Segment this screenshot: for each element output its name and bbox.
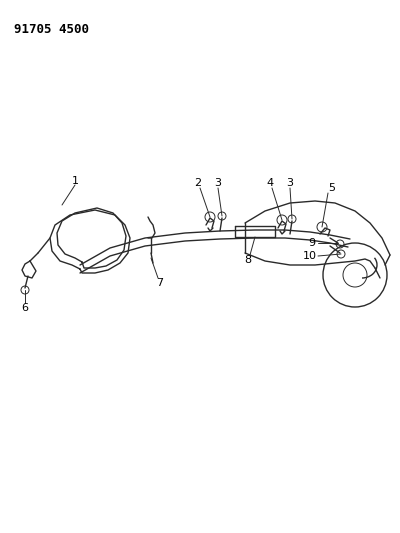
Text: 4: 4 — [266, 178, 274, 188]
Text: 7: 7 — [156, 278, 164, 288]
Text: 1: 1 — [72, 176, 78, 186]
Text: 10: 10 — [303, 251, 317, 261]
Text: 9: 9 — [308, 238, 316, 248]
Text: 8: 8 — [244, 255, 252, 265]
Text: 91705 4500: 91705 4500 — [14, 23, 89, 36]
Text: 2: 2 — [194, 178, 202, 188]
Text: 3: 3 — [214, 178, 222, 188]
Text: 6: 6 — [22, 303, 28, 313]
Text: 5: 5 — [328, 183, 336, 193]
Text: 3: 3 — [286, 178, 294, 188]
